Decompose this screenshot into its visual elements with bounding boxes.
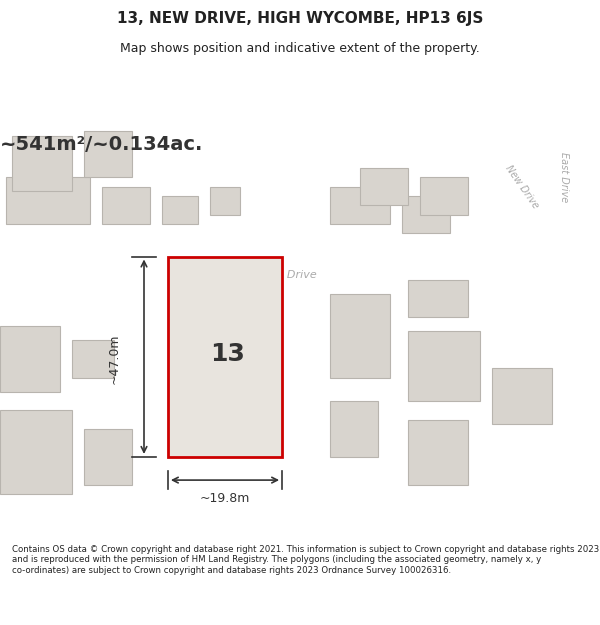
Text: Contains OS data © Crown copyright and database right 2021. This information is : Contains OS data © Crown copyright and d…	[12, 545, 599, 574]
Text: New Drive: New Drive	[259, 270, 317, 280]
Text: ~47.0m: ~47.0m	[107, 334, 121, 384]
Bar	[72, 341, 114, 377]
Bar	[84, 131, 132, 178]
Bar	[402, 196, 450, 233]
Text: ~541m²/~0.134ac.: ~541m²/~0.134ac.	[1, 136, 203, 154]
Polygon shape	[0, 248, 600, 299]
Text: 13: 13	[211, 342, 245, 366]
Bar	[420, 177, 468, 214]
Bar	[0, 410, 72, 494]
Text: ~19.8m: ~19.8m	[200, 492, 250, 505]
Text: East Drive: East Drive	[559, 152, 569, 202]
Bar	[84, 429, 132, 485]
Bar	[330, 401, 378, 457]
Bar	[210, 187, 240, 214]
Bar	[6, 177, 90, 224]
Bar	[408, 419, 468, 485]
Text: 13, NEW DRIVE, HIGH WYCOMBE, HP13 6JS: 13, NEW DRIVE, HIGH WYCOMBE, HP13 6JS	[117, 11, 483, 26]
Polygon shape	[468, 75, 600, 261]
Polygon shape	[510, 75, 600, 284]
Bar	[330, 187, 390, 224]
Bar	[330, 294, 390, 378]
Bar	[360, 168, 408, 206]
Bar	[0, 326, 60, 392]
Bar	[102, 187, 150, 224]
Text: Map shows position and indicative extent of the property.: Map shows position and indicative extent…	[120, 42, 480, 55]
Bar	[162, 196, 198, 224]
Text: New Drive: New Drive	[503, 163, 541, 210]
Bar	[492, 368, 552, 424]
Bar	[168, 257, 282, 457]
Bar	[408, 280, 468, 317]
Bar	[12, 136, 72, 191]
Bar	[408, 331, 480, 401]
